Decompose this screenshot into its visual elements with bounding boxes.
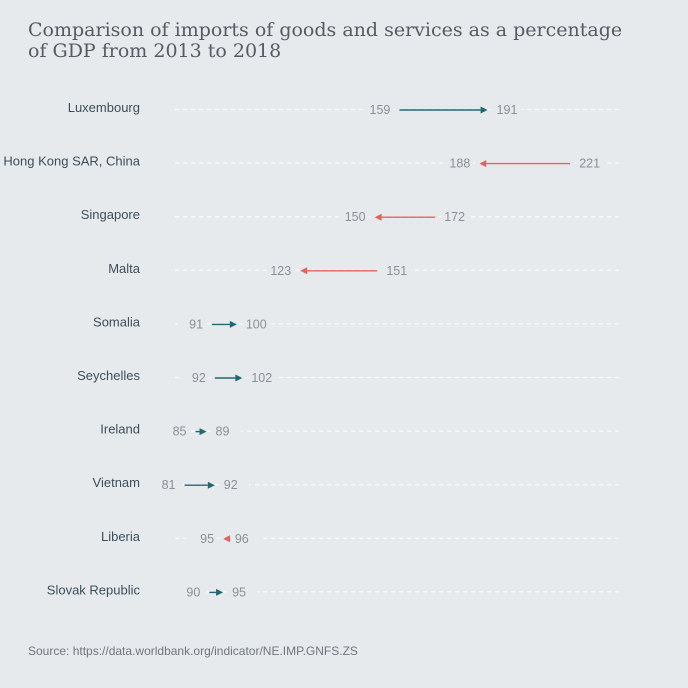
value-label-low-seychelles: 92 [192, 371, 206, 385]
label-bg-high-seychelles [248, 369, 277, 385]
label-bg-high-liberia [231, 529, 260, 546]
arrow-head-hong-kong-sar-china [479, 160, 487, 168]
value-label-low-ireland: 85 [173, 425, 187, 439]
arrow-head-seychelles [235, 374, 243, 382]
arrow-head-slovak-republic [216, 588, 224, 596]
category-label-luxembourg: Luxembourg [68, 100, 140, 115]
category-label-somalia: Somalia [93, 314, 141, 329]
value-label-low-malta: 123 [270, 264, 291, 278]
arrow-head-liberia [223, 535, 231, 543]
label-bg-low-liberia [189, 529, 218, 546]
category-label-hong-kong-sar-china: Hong Kong SAR, China [3, 154, 140, 169]
arrow-head-vietnam [207, 481, 215, 489]
value-label-low-liberia: 95 [200, 532, 214, 546]
label-bg-high-hong-kong-sar-china [576, 154, 605, 171]
arrow-head-malta [300, 267, 308, 275]
category-label-seychelles: Seychelles [77, 368, 140, 383]
label-bg-high-malta [383, 261, 412, 278]
value-label-low-slovak-republic: 90 [186, 585, 200, 599]
value-label-high-malta: 151 [386, 264, 407, 278]
label-bg-high-luxembourg [493, 101, 522, 117]
value-label-low-hong-kong-sar-china: 188 [449, 157, 470, 171]
label-bg-high-singapore [441, 208, 470, 225]
label-bg-high-ireland [212, 422, 241, 439]
value-label-high-singapore: 172 [444, 210, 465, 224]
label-bg-high-somalia [242, 315, 271, 332]
value-label-high-luxembourg: 191 [497, 103, 518, 117]
value-label-high-ireland: 89 [216, 425, 230, 439]
label-bg-low-malta [266, 261, 295, 278]
label-bg-low-vietnam [150, 476, 179, 493]
category-label-slovak-republic: Slovak Republic [47, 582, 141, 597]
arrow-head-somalia [229, 320, 237, 328]
value-label-high-seychelles: 102 [251, 371, 272, 385]
chart-title: Comparison of imports of goods and servi… [28, 20, 668, 62]
value-label-low-luxembourg: 159 [370, 103, 391, 117]
category-label-ireland: Ireland [100, 422, 140, 437]
value-label-low-vietnam: 81 [162, 478, 176, 492]
label-bg-high-slovak-republic [229, 583, 258, 600]
label-bg-low-somalia [178, 315, 207, 332]
value-label-low-somalia: 91 [189, 317, 203, 331]
label-bg-high-vietnam [220, 476, 249, 493]
category-label-vietnam: Vietnam [93, 475, 140, 490]
category-label-singapore: Singapore [81, 207, 140, 222]
value-label-high-liberia: 96 [235, 532, 249, 546]
label-bg-low-seychelles [180, 369, 209, 385]
chart-title-line-2: of GDP from 2013 to 2018 [28, 40, 282, 62]
label-bg-low-singapore [340, 208, 369, 225]
value-label-high-somalia: 100 [246, 317, 267, 331]
label-bg-low-luxembourg [365, 101, 394, 117]
category-label-liberia: Liberia [101, 529, 141, 544]
value-label-high-vietnam: 92 [224, 478, 238, 492]
value-label-high-slovak-republic: 95 [232, 585, 246, 599]
label-bg-low-hong-kong-sar-china [445, 154, 474, 171]
arrow-head-luxembourg [480, 106, 488, 114]
chart-title-line-1: Comparison of imports of goods and servi… [28, 19, 623, 41]
label-bg-low-slovak-republic [175, 583, 204, 600]
label-bg-low-ireland [161, 422, 190, 439]
arrow-head-ireland [199, 428, 207, 436]
source-note: Source: https://data.worldbank.org/indic… [28, 644, 358, 658]
arrow-head-singapore [374, 213, 382, 221]
value-label-low-singapore: 150 [345, 210, 366, 224]
value-label-high-hong-kong-sar-china: 221 [579, 157, 600, 171]
category-label-malta: Malta [108, 261, 141, 276]
